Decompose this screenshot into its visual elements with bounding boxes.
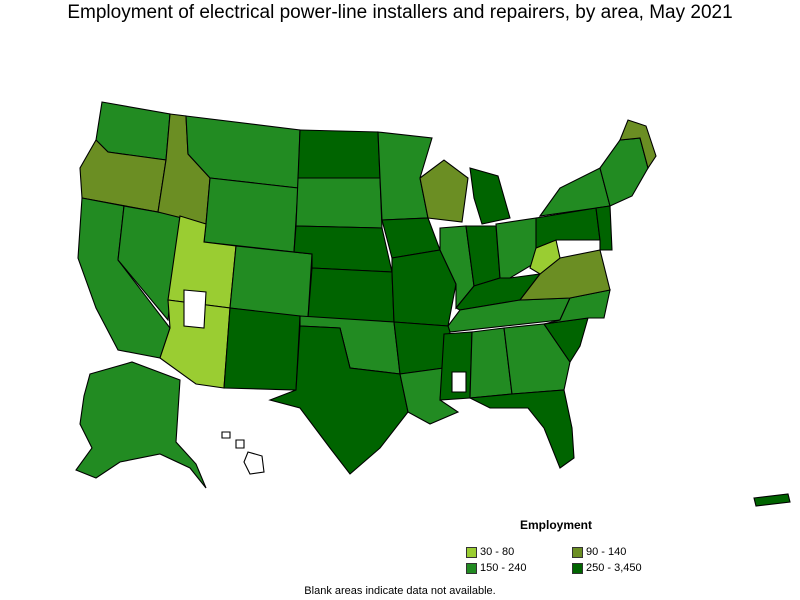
hawaii [221,431,265,475]
region-wyoming [203,177,299,253]
region-new-england [599,137,649,207]
legend-item-30-80: 30 - 80 [466,546,514,558]
region-texas [268,325,409,475]
puerto-rico [753,493,791,507]
us-map-svg [75,101,791,507]
legend-label: 30 - 80 [480,546,515,558]
alaska [75,361,207,489]
contiguous-us [77,101,657,475]
legend-label: 90 - 140 [586,546,627,558]
region-new-jersey-md [595,205,613,251]
region-maine [619,119,657,170]
region-florida [468,389,575,469]
blank-area-mississippi [451,371,467,393]
region-michigan [469,167,511,225]
legend-label: 150 - 240 [480,562,527,574]
region-georgia [503,323,571,395]
region-hawaii-oahu [221,431,231,439]
map-title: Employment of electrical power-line inst… [67,2,733,23]
legend-item-250-3450: 250 - 3,450 [572,562,642,574]
legend-swatch [466,562,477,574]
region-north-dakota [297,129,381,179]
region-hawaii-maui [235,439,245,449]
region-puerto-rico [753,493,791,507]
choropleth-map [0,28,800,528]
region-wisconsin [419,159,469,223]
region-alaska [75,361,207,489]
legend-title: Employment [520,518,593,532]
legend-swatch [572,546,583,558]
legend-label: 250 - 3,450 [586,562,642,574]
region-colorado [229,245,313,319]
legend-item-90-140: 90 - 140 [572,546,626,558]
legend-swatch [572,562,583,574]
blank-area-arizona [183,289,207,329]
legend-swatch [466,546,477,558]
region-hawaii-big-island [243,451,265,475]
blank-areas-footnote: Blank areas indicate data not available. [304,585,496,597]
region-new-mexico [223,307,301,391]
region-south-dakota [295,177,383,229]
region-kansas [307,267,395,323]
region-ohio [495,217,541,279]
legend-item-150-240: 150 - 240 [466,562,526,574]
